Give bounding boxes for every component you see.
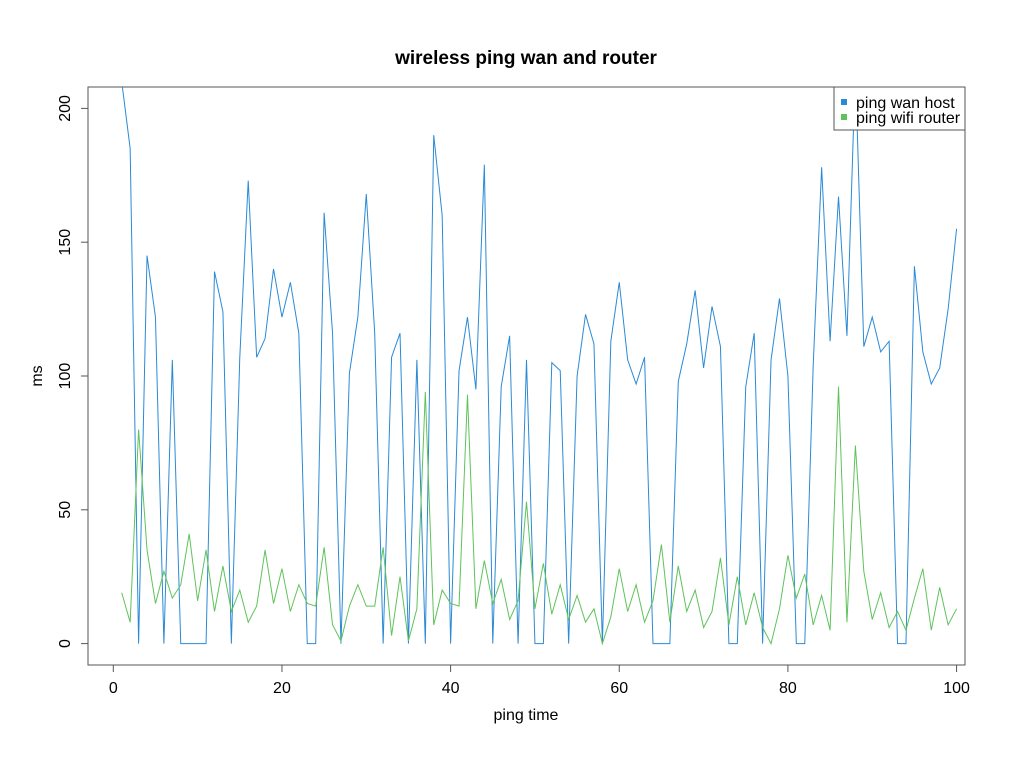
- legend-label-wifi: ping wifi router: [856, 110, 961, 127]
- y-tick-label: 150: [57, 229, 74, 256]
- x-tick-label: 80: [779, 680, 797, 697]
- x-axis-label: ping time: [494, 707, 559, 724]
- legend-box: [833, 86, 966, 131]
- x-tick-label: 20: [273, 680, 291, 697]
- x-tick-label: 0: [109, 680, 118, 697]
- chart-title: wireless ping wan and router: [394, 48, 657, 69]
- x-axis: 0 20 40 60 80 100: [109, 664, 970, 697]
- x-tick-label: 60: [610, 680, 628, 697]
- y-tick-label: 50: [57, 501, 74, 519]
- x-tick-label: 40: [442, 680, 460, 697]
- y-axis: 0 50 100 150 200: [57, 95, 89, 648]
- y-tick-label: 100: [57, 363, 74, 390]
- series-line-wan: [121, 87, 958, 645]
- legend-swatch-wan: [841, 99, 847, 105]
- series-line-wifi: [121, 386, 958, 646]
- x-tick-label: 100: [943, 680, 970, 697]
- series-layer: [121, 87, 958, 646]
- legend: ping wan host ping wifi router: [833, 86, 966, 131]
- y-tick-label: 200: [57, 95, 74, 122]
- legend-label-wan: ping wan host: [856, 95, 955, 112]
- y-tick-label: 0: [57, 639, 74, 648]
- legend-swatch-wifi: [841, 114, 847, 120]
- y-axis-label: ms: [29, 365, 46, 386]
